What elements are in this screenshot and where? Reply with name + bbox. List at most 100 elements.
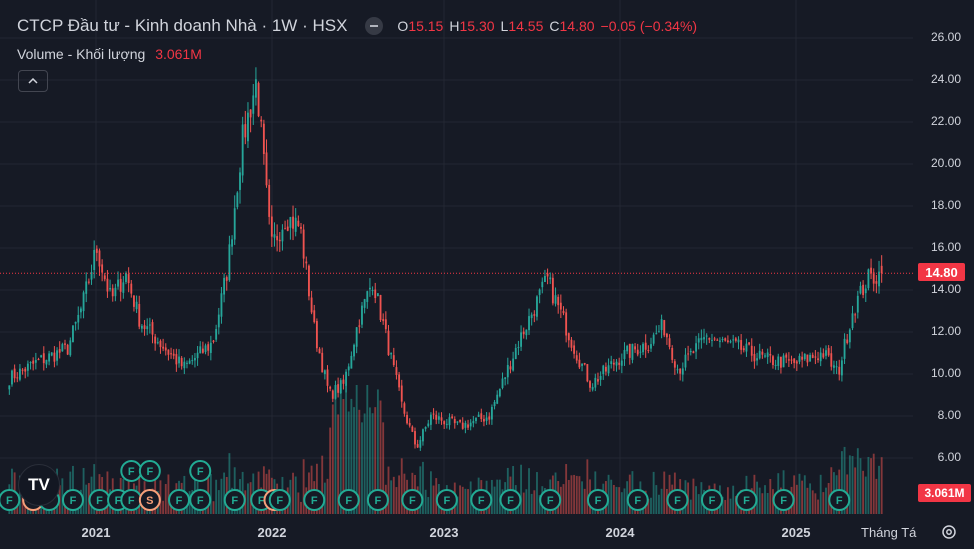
candle-body (549, 277, 552, 280)
candle-body (117, 279, 119, 287)
volume-bar (392, 476, 395, 514)
candle-body (45, 359, 48, 365)
candle-body (658, 331, 660, 333)
volume-bar (583, 488, 586, 514)
market-status-icon[interactable] (365, 17, 384, 35)
candle-body (631, 343, 634, 360)
candle-body (748, 342, 751, 345)
candle-body (809, 354, 812, 362)
candle-body (461, 422, 464, 429)
candle-body (597, 379, 599, 382)
candle-body (11, 370, 13, 385)
candle-body (435, 414, 438, 420)
volume-bar (581, 481, 583, 514)
candle-body (599, 376, 602, 380)
candle-body (162, 346, 165, 349)
candle-body (766, 352, 769, 358)
candle-body (429, 414, 432, 425)
candle-body (270, 216, 273, 237)
volume-bar (536, 472, 538, 514)
price-tick-label: 16.00 (930, 240, 961, 254)
candle-body (475, 417, 477, 421)
volume-bar (761, 493, 764, 514)
candle-body (133, 295, 135, 307)
volume-legend[interactable]: Volume - Khối lượng 3.061M (17, 46, 202, 62)
volume-bar (660, 488, 663, 514)
candle-body (212, 340, 215, 342)
candle-body (578, 359, 581, 368)
candle-body (223, 277, 226, 295)
volume-bar (652, 471, 655, 514)
financial-event-marker-circle (0, 489, 21, 511)
candle-body (453, 419, 456, 424)
candle-body (854, 314, 857, 316)
candle-body (194, 357, 196, 361)
candle-body (536, 296, 538, 317)
candle-body (668, 338, 671, 347)
volume-bar (493, 486, 496, 514)
financial-event-marker-label: F (478, 495, 485, 507)
candle-body (241, 124, 244, 176)
candle-body (34, 360, 37, 363)
symbol-title[interactable]: CTCP Đầu tư - Kinh doanh Nhà · 1W · HSX (17, 16, 348, 35)
collapse-legend-button[interactable] (18, 70, 48, 92)
candle-body (607, 365, 610, 374)
candle-body (138, 304, 141, 327)
financial-event-marker-label: F (128, 466, 135, 478)
volume-bar (798, 473, 801, 514)
candle-body (734, 338, 737, 341)
candle-body (178, 356, 180, 364)
financial-event-marker-circle (626, 489, 649, 511)
volume-bar (363, 413, 366, 514)
financial-event-marker-circle (189, 489, 212, 511)
price-change: −0.05 (−0.34%) (600, 18, 698, 34)
candle-body (432, 413, 435, 415)
volume-bar (398, 475, 401, 514)
candle-body (403, 403, 406, 414)
candle-body (140, 325, 143, 329)
candle-body (82, 292, 85, 312)
volume-bar (461, 486, 464, 514)
candle-body (125, 273, 127, 282)
split-event-marker-circle (138, 489, 161, 511)
volume-bar (801, 480, 804, 514)
candle-body (745, 343, 748, 352)
candle-body (209, 342, 212, 353)
candle-body (13, 368, 16, 379)
volume-bar (358, 409, 361, 514)
time-tick-label: 2023 (429, 525, 459, 540)
financial-event-marker-label: F (595, 495, 602, 507)
candle-body (239, 172, 241, 190)
candle-body (217, 314, 220, 328)
candle-body (42, 353, 45, 364)
chevron-up-icon (28, 78, 38, 84)
financial-event-marker-label: F (197, 495, 204, 507)
candle-body (546, 273, 549, 277)
financial-event-marker-label: F (507, 495, 514, 507)
candle-body (655, 333, 658, 335)
volume-bar (326, 478, 329, 514)
candle-body (297, 220, 300, 226)
candle-body (758, 350, 761, 359)
ohlc-low-key: L (500, 18, 509, 34)
candle-body (278, 239, 281, 242)
candle-body (817, 358, 819, 360)
candle-body (268, 184, 271, 217)
tradingview-logo[interactable]: TV (18, 464, 60, 506)
volume-bar (228, 453, 231, 514)
volume-bar (721, 496, 724, 514)
candle-body (522, 331, 525, 335)
gear-icon[interactable] (941, 524, 957, 540)
volume-bar (429, 471, 432, 514)
candle-body (164, 347, 167, 351)
candle-body (663, 320, 666, 336)
period-button[interactable]: Tháng Tá (861, 525, 917, 540)
candle-body (456, 421, 459, 423)
financial-event-marker-label: F (6, 495, 13, 507)
candle-body (183, 361, 186, 369)
candle-body (135, 301, 138, 310)
candle-body (726, 340, 729, 343)
candle-body (615, 361, 618, 366)
candle-body (376, 293, 379, 297)
